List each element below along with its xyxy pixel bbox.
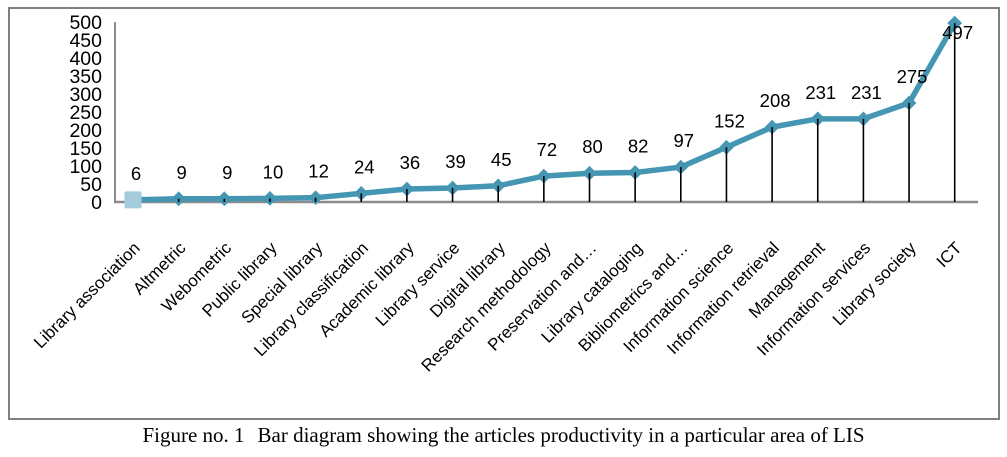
data-point-marker	[810, 111, 826, 127]
y-axis-tick-label: 150	[69, 138, 102, 160]
value-label: 10	[263, 161, 284, 182]
value-label: 24	[354, 156, 375, 177]
value-label: 80	[582, 136, 603, 157]
value-label: 6	[131, 163, 141, 184]
value-label: 9	[222, 162, 232, 183]
chart-panel: 0 50 100 150 200 250 300 350 400 450 500 6 9 9 10 12 24 3…	[8, 7, 1000, 420]
value-label: 231	[851, 82, 882, 103]
y-axis-tick-label: 200	[69, 120, 102, 142]
value-label: 275	[897, 66, 928, 87]
category-label: Library society	[829, 238, 920, 329]
value-label: 39	[445, 151, 466, 172]
value-label: 231	[805, 82, 836, 103]
y-axis-tick-label: 0	[91, 192, 102, 214]
category-label: Library association	[30, 238, 144, 352]
value-label: 208	[760, 90, 791, 111]
value-label: 497	[942, 22, 973, 43]
data-point-marker	[901, 95, 917, 111]
value-label: 45	[491, 149, 512, 170]
y-axis-tick-label: 350	[69, 66, 102, 88]
y-axis-tick-label: 250	[69, 102, 102, 124]
y-axis-tick-label: 450	[69, 30, 102, 52]
y-axis-tick-label: 100	[69, 156, 102, 178]
value-label: 82	[628, 135, 649, 156]
y-axis-tick-label: 400	[69, 48, 102, 70]
y-axis-tick-label: 500	[69, 12, 102, 34]
value-label: 97	[674, 130, 695, 151]
figure-caption-text: Bar diagram showing the articles product…	[257, 423, 865, 447]
figure-number: Figure no. 1	[142, 423, 245, 447]
y-axis-tick-label: 300	[69, 84, 102, 106]
y-axis-tick-label: 50	[80, 174, 102, 196]
value-label: 9	[177, 162, 187, 183]
value-label: 12	[308, 161, 329, 182]
value-label: 152	[714, 110, 745, 131]
data-point-marker	[947, 15, 963, 31]
first-point-marker	[124, 191, 142, 209]
category-label: ICT	[933, 238, 966, 271]
value-label: 36	[400, 152, 421, 173]
figure-caption: Figure no. 1 Bar diagram showing the arti…	[0, 423, 1007, 448]
value-label: 72	[537, 139, 558, 160]
data-point-marker	[856, 111, 871, 127]
